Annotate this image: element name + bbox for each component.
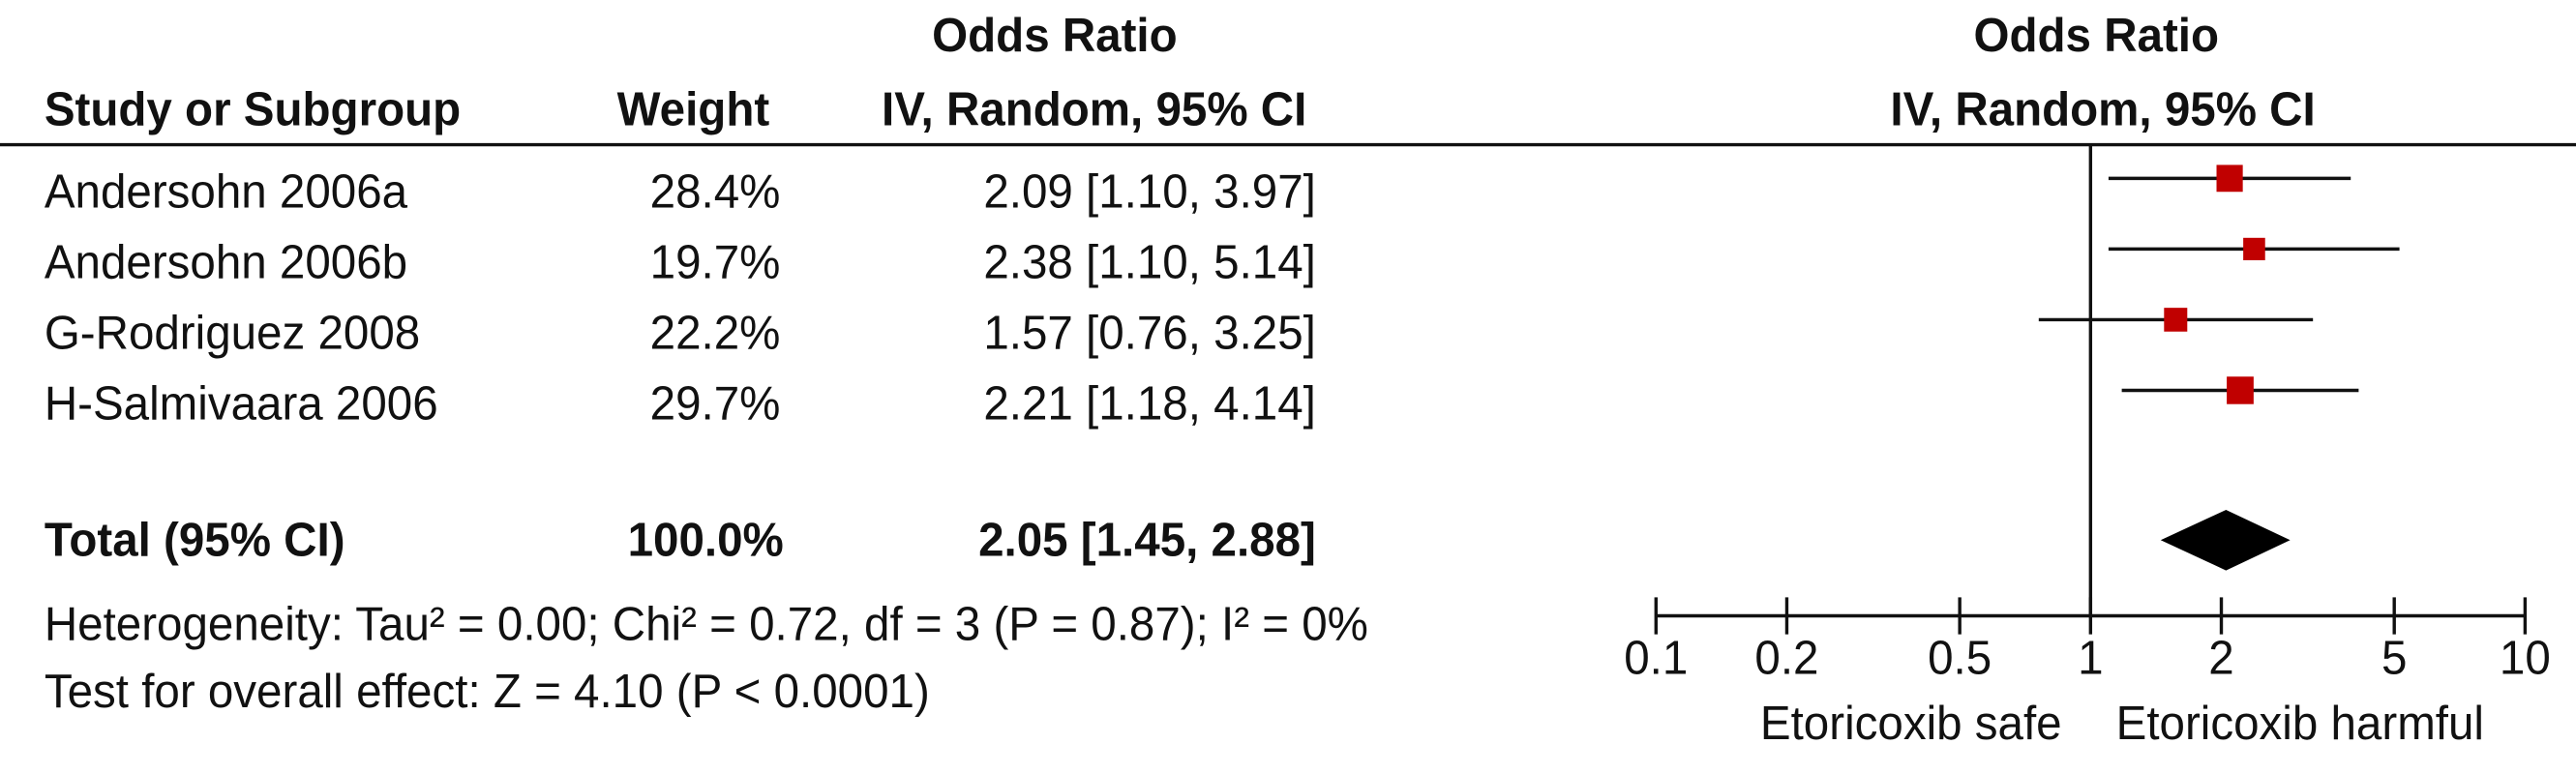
total-weight: 100.0% (628, 514, 784, 567)
x-tick-label: 2 (2208, 632, 2233, 685)
point-estimate (2216, 164, 2243, 193)
x-label: Etoricoxib safe (1760, 698, 2062, 751)
ci-text: 2.09 [1.10, 3.97] (983, 165, 1316, 219)
weight: 22.2% (650, 307, 781, 360)
study-name: Andersohn 2006b (45, 236, 407, 289)
total-name: Total (95% CI) (45, 514, 345, 567)
ci-text: 2.21 [1.18, 4.14] (983, 377, 1316, 431)
study-name: H-Salmivaara 2006 (45, 377, 438, 431)
x-label: Etoricoxib harmful (2116, 698, 2484, 751)
heterogeneity: Heterogeneity: Tau² = 0.00; Chi² = 0.72,… (45, 598, 1368, 651)
column-header: Study or Subgroup (45, 83, 461, 136)
point-estimate (2227, 376, 2254, 404)
point-estimate (2243, 237, 2265, 260)
study-name: Andersohn 2006a (45, 165, 407, 219)
study-name: G-Rodriguez 2008 (45, 307, 420, 360)
column-header: Weight (617, 83, 770, 136)
x-tick-label: 10 (2500, 632, 2551, 685)
x-tick-label: 5 (2381, 632, 2407, 685)
total-ci-text: 2.05 [1.45, 2.88] (978, 514, 1316, 567)
x-tick-label: 0.2 (1754, 632, 1818, 685)
weight: 28.4% (650, 165, 781, 219)
header-top: Odds Ratio (932, 9, 1177, 62)
x-tick-label: 0.5 (1928, 632, 1992, 685)
weight: 19.7% (650, 236, 781, 289)
x-tick-label: 0.1 (1624, 632, 1688, 685)
x-tick-label: 1 (2078, 632, 2103, 685)
column-header: IV, Random, 95% CI (882, 83, 1306, 136)
plot-header: Odds Ratio (1974, 9, 2219, 62)
ci-text: 1.57 [0.76, 3.25] (983, 307, 1316, 360)
weight: 29.7% (650, 377, 781, 431)
ci-text: 2.38 [1.10, 5.14] (983, 236, 1316, 289)
point-estimate (2164, 308, 2188, 332)
plot-header: IV, Random, 95% CI (1890, 83, 2315, 136)
summary-diamond (2160, 509, 2291, 571)
overall-effect: Test for overall effect: Z = 4.10 (P < 0… (45, 666, 930, 719)
